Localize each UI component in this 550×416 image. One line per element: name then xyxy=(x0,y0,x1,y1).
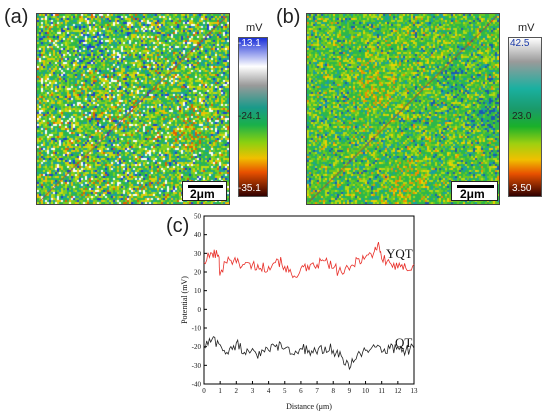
x-tick-label: 5 xyxy=(283,387,287,395)
scalebar-b-label: 2μm xyxy=(460,187,485,201)
x-tick-label: 11 xyxy=(378,387,385,395)
colorbar-a xyxy=(238,37,268,197)
x-axis: 0 1 2 3 4 5 6 7 8 9 10 11 12 13 xyxy=(202,381,418,395)
x-tick-label: 4 xyxy=(267,387,271,395)
y-tick-label: -40 xyxy=(192,381,202,389)
x-tick-label: 2 xyxy=(235,387,239,395)
scalebar-a-label: 2μm xyxy=(190,187,215,201)
scalebar-a: 2μm xyxy=(182,181,227,201)
scalebar-b-line xyxy=(457,185,494,188)
y-axis: 50 40 30 20 10 0 -10 -20 -30 -40 xyxy=(192,213,207,389)
y-tick-label: -30 xyxy=(192,362,202,370)
colorbar-b-tick-top: 42.5 xyxy=(510,38,530,49)
series-lines xyxy=(203,241,415,371)
x-axis-label: Distance (μm) xyxy=(286,402,332,411)
colorbar-a-unit: mV xyxy=(246,22,263,34)
x-tick-label: 10 xyxy=(362,387,370,395)
colorbar-b xyxy=(508,37,542,197)
scalebar-b: 2μm xyxy=(451,181,498,201)
x-tick-label: 0 xyxy=(202,387,206,395)
colorbar-b-unit: mV xyxy=(518,22,535,34)
x-tick-label: 3 xyxy=(251,387,255,395)
y-axis-label: Potential (mV) xyxy=(180,276,189,324)
x-tick-label: 1 xyxy=(218,387,222,395)
legend-label-yqt: YQT xyxy=(386,246,413,261)
y-tick-label: 20 xyxy=(194,269,202,277)
legend-label-qt: QT xyxy=(395,335,412,350)
panel-b-label: (b) xyxy=(276,6,301,28)
colorbar-a-tick-bottom: -35.1 xyxy=(238,183,261,194)
y-tick-label: -20 xyxy=(192,343,202,351)
y-tick-label: 0 xyxy=(198,306,202,314)
y-tick-label: 30 xyxy=(194,250,202,258)
colorbar-a-tick-mid: -24.1 xyxy=(238,111,261,122)
colorbar-a-tick-top: -13.1 xyxy=(238,38,261,49)
colorbar-b-tick-bottom: 3.50 xyxy=(512,183,532,194)
plot-frame xyxy=(203,215,415,385)
x-tick-label: 13 xyxy=(411,387,419,395)
x-tick-label: 6 xyxy=(299,387,303,395)
x-tick-label: 7 xyxy=(315,387,319,395)
colorbar-b-tick-mid: 23.0 xyxy=(512,111,532,122)
panel-c-label: (c) xyxy=(166,215,190,237)
potential-map-b: 2μm xyxy=(306,13,500,205)
scalebar-a-line xyxy=(188,185,223,188)
y-tick-label: -10 xyxy=(192,325,202,333)
y-tick-label: 50 xyxy=(194,213,202,221)
panel-a-label: (a) xyxy=(4,6,29,28)
x-tick-label: 9 xyxy=(348,387,352,395)
series-line-yqt xyxy=(203,241,415,279)
x-tick-label: 12 xyxy=(394,387,402,395)
series-line-qt xyxy=(203,336,415,371)
y-tick-label: 10 xyxy=(194,287,202,295)
x-tick-label: 8 xyxy=(331,387,335,395)
y-tick-label: 40 xyxy=(194,231,202,239)
potential-map-a: 2μm xyxy=(36,13,230,205)
